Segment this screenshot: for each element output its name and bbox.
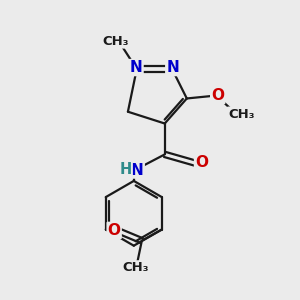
Text: CH₃: CH₃: [228, 108, 254, 121]
Text: N: N: [130, 60, 142, 75]
Text: O: O: [211, 88, 224, 103]
Text: O: O: [195, 155, 208, 170]
Text: O: O: [108, 223, 121, 238]
Text: CH₃: CH₃: [102, 34, 128, 48]
Text: N: N: [131, 163, 144, 178]
Text: CH₃: CH₃: [123, 261, 149, 274]
Text: H: H: [119, 162, 132, 177]
Text: N: N: [166, 60, 179, 75]
